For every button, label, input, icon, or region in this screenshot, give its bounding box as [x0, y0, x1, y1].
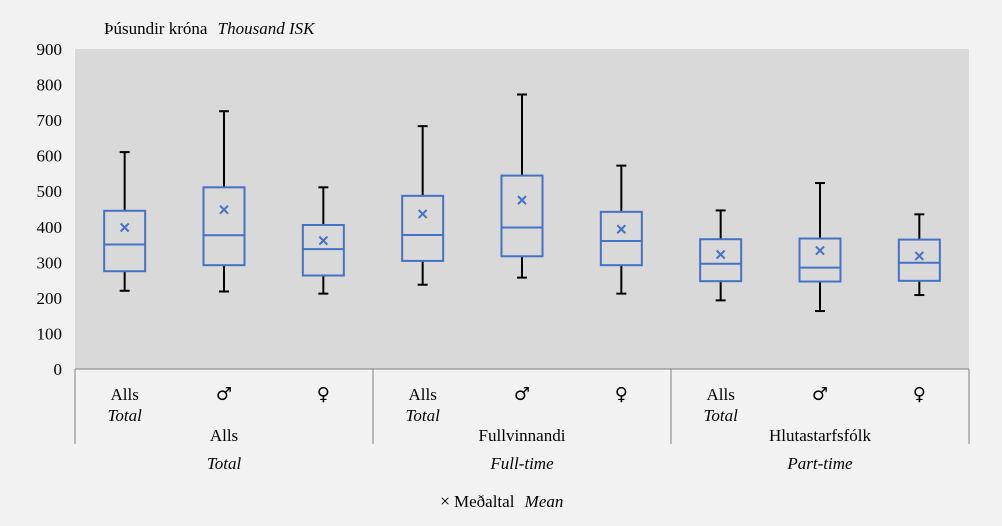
legend-label-is: Meðaltal	[454, 492, 515, 511]
category-label: ♂	[812, 384, 828, 405]
y-tick-label: 700	[37, 111, 63, 130]
category-label: Alls	[110, 385, 138, 404]
y-tick-label: 900	[37, 40, 63, 59]
box-item	[599, 164, 643, 295]
group-label: Fullvinnandi	[479, 426, 566, 445]
legend-label-en: Mean	[524, 492, 564, 511]
y-axis: 0 100 200 300 400 500 600 700 800 900	[37, 40, 63, 379]
group-label-en: Part-time	[786, 454, 853, 473]
box-iqr	[202, 186, 246, 267]
box-item	[103, 151, 147, 292]
category-label: ♀	[615, 384, 628, 405]
box-iqr	[599, 210, 643, 267]
box-iqr	[699, 238, 743, 283]
box-item	[401, 125, 445, 286]
x-axis: Alls Total ♂ ♀ Alls Total ♂ ♀ Alls Total ♂ ♀ Alls Tot…	[74, 368, 970, 473]
category-label-en: Total	[107, 406, 142, 425]
y-axis-title-is: Þúsundir króna	[104, 19, 208, 38]
y-axis-title: Þúsundir króna Thousand ISK	[104, 19, 316, 38]
y-tick-label: 0	[54, 360, 63, 379]
group-label-en: Full-time	[489, 454, 554, 473]
category-label: ♂	[216, 384, 232, 405]
box-item	[699, 209, 743, 302]
legend-mean-marker: ×	[440, 491, 450, 511]
mean-marker	[715, 249, 726, 260]
y-tick-label: 500	[37, 182, 63, 201]
mean-marker	[914, 251, 925, 261]
box-item	[202, 110, 246, 293]
boxes	[103, 93, 941, 313]
box-iqr	[798, 237, 842, 283]
mean-marker	[616, 224, 627, 234]
box-iqr	[103, 209, 147, 273]
box-iqr	[897, 238, 941, 282]
mean-marker	[517, 195, 527, 205]
y-tick-label: 400	[37, 218, 63, 237]
category-label-en: Total	[703, 406, 738, 425]
mean-marker	[119, 222, 130, 233]
box-item	[897, 213, 941, 297]
group-label-en: Total	[207, 454, 242, 473]
category-label: ♀	[913, 384, 926, 405]
mean-marker	[417, 209, 428, 219]
y-axis-title-en: Thousand ISK	[218, 19, 316, 38]
category-label: Alls	[408, 385, 436, 404]
box-iqr	[500, 174, 544, 258]
box-item	[500, 93, 544, 279]
y-tick-label: 600	[37, 147, 63, 166]
category-label: ♀	[317, 384, 330, 405]
y-tick-label: 800	[37, 76, 63, 95]
group-label: Alls	[210, 426, 238, 445]
box-iqr	[401, 194, 445, 262]
box-iqr	[301, 224, 345, 277]
legend-label: Meðaltal Mean	[454, 492, 563, 511]
box-item	[798, 182, 842, 313]
box-item	[301, 186, 345, 295]
mean-marker	[815, 245, 825, 256]
category-label: ♂	[514, 384, 530, 405]
mean-marker	[318, 235, 329, 246]
y-tick-label: 200	[37, 289, 63, 308]
group-label: Hlutastarfsfólk	[769, 426, 871, 445]
legend: × Meðaltal Mean	[440, 491, 563, 511]
category-label-en: Total	[405, 406, 440, 425]
y-tick-label: 300	[37, 253, 63, 272]
category-label: Alls	[706, 385, 734, 404]
mean-marker	[219, 205, 229, 215]
y-tick-label: 100	[37, 324, 63, 343]
